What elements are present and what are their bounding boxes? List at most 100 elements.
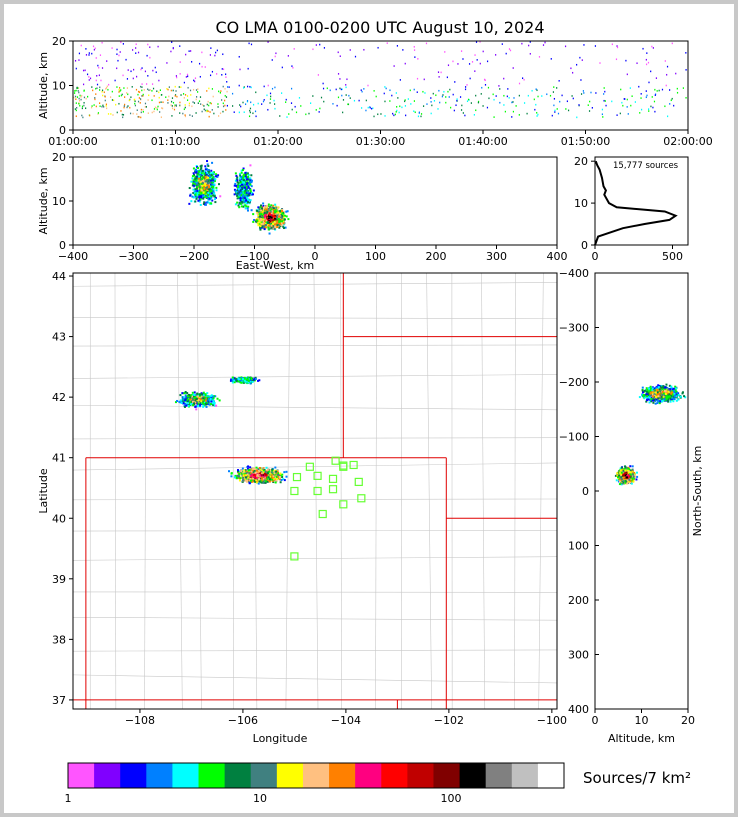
time-height-source (320, 96, 323, 99)
east-west-source (277, 211, 280, 214)
time-height-source (281, 92, 283, 94)
time-height-source (157, 105, 159, 108)
time-height-source (218, 115, 220, 117)
plan-source (240, 470, 243, 473)
time-height-source (630, 104, 632, 107)
county-line (72, 649, 558, 652)
plan-source (200, 400, 203, 403)
east-west-xtick: −400 (58, 250, 88, 263)
east-west-source (241, 179, 244, 182)
lma-station-marker (305, 462, 314, 471)
plan-source (212, 397, 215, 400)
east-west-source (283, 218, 286, 221)
time-height-source (127, 93, 129, 96)
time-height-source (225, 76, 227, 78)
time-height-source (144, 70, 147, 73)
time-height-source (208, 110, 211, 113)
time-height-source (141, 67, 143, 69)
plan-source (244, 479, 247, 482)
time-height-source (534, 108, 536, 111)
plan-source (186, 392, 189, 395)
time-height-source (154, 66, 156, 69)
plan-source (276, 474, 279, 477)
plan-source (195, 408, 198, 411)
time-height-source (240, 105, 242, 108)
east-west-source (260, 213, 263, 216)
east-west-source (265, 220, 268, 223)
east-west-source (201, 176, 204, 179)
time-height-source (141, 89, 143, 92)
plan-source (181, 396, 184, 399)
plan-axes-box (72, 272, 558, 710)
east-west-source (207, 191, 210, 194)
time-height-source (398, 111, 400, 114)
time-height-source (242, 101, 244, 104)
east-west-source (249, 177, 252, 180)
time-height-source (142, 94, 144, 97)
north-south-source (652, 401, 655, 404)
north-south-source (641, 386, 644, 389)
east-west-source (211, 171, 214, 174)
north-south-source (663, 399, 666, 402)
time-height-source (239, 104, 241, 106)
time-height-source (201, 110, 203, 113)
plan-source (216, 397, 219, 400)
time-height-source (616, 45, 618, 47)
time-height-source (87, 95, 89, 98)
time-height-source (666, 65, 669, 68)
plan-xtick: −104 (331, 714, 361, 727)
time-height-source (553, 97, 556, 100)
east-west-source (282, 212, 285, 215)
time-height-source (158, 96, 160, 99)
time-height-source (475, 109, 477, 112)
east-west-source (195, 193, 198, 196)
time-height-source (207, 110, 209, 112)
time-height-source (211, 109, 213, 111)
time-height-source (91, 105, 93, 107)
time-height-source (148, 89, 150, 92)
east-west-source (274, 214, 277, 217)
plan-source (263, 476, 266, 479)
plan-source (200, 392, 203, 395)
county-line (426, 272, 432, 710)
east-west-source (236, 197, 239, 200)
time-height-source (107, 113, 110, 115)
time-height-source (267, 84, 269, 87)
east-west-source (261, 211, 264, 214)
east-west-source (247, 201, 250, 204)
time-height-source (518, 94, 520, 97)
time-height-source (134, 100, 136, 103)
county-line (72, 282, 558, 287)
time-height-source (337, 51, 339, 54)
time-height-source (154, 106, 156, 109)
time-height-source (648, 81, 650, 84)
time-height-source (139, 85, 142, 88)
time-height-source (541, 95, 543, 97)
time-height-source (226, 104, 228, 107)
east-west-source (263, 205, 266, 208)
plan-source (257, 468, 260, 471)
east-west-source (241, 190, 244, 193)
time-height-source (286, 116, 288, 118)
plan-source (196, 402, 199, 405)
east-west-source (242, 195, 245, 198)
time-height-source (372, 107, 374, 110)
time-height-source (210, 102, 212, 105)
plan-source (271, 478, 274, 481)
time-height-source (221, 73, 223, 76)
time-height-source (267, 41, 269, 43)
plan-source (270, 472, 273, 475)
time-height-source (367, 84, 369, 87)
east-west-source (210, 192, 213, 195)
time-height-source (185, 76, 187, 78)
plan-source (249, 377, 252, 380)
plan-source (241, 467, 244, 470)
time-height-source (394, 113, 396, 116)
time-height-source (452, 60, 454, 63)
east-west-source (194, 200, 197, 203)
east-west-source (212, 171, 215, 174)
time-height-source (118, 95, 120, 97)
east-west-source (263, 224, 266, 227)
plan-source (213, 404, 216, 407)
time-height-source (250, 43, 253, 46)
